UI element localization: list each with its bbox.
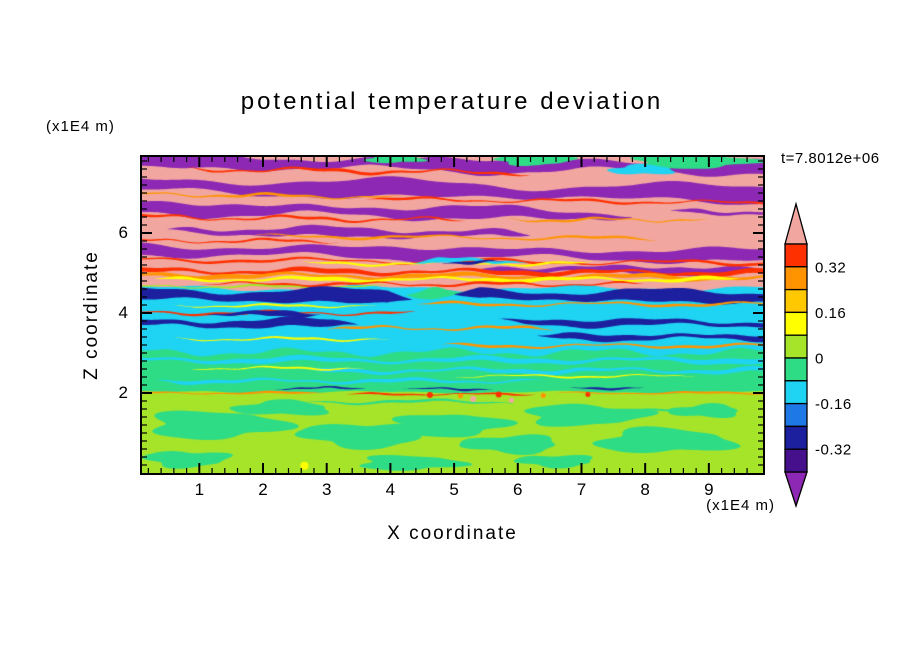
x-tick-label: 8 [640,480,650,499]
time-annotation: t=7.8012e+06 [781,150,880,167]
colorbar-segment [784,288,808,314]
x-axis-title: X coordinate [387,523,518,544]
x-tick-label: 5 [449,480,459,499]
colorbar-segment [784,402,808,428]
y-tick-label: 4 [118,303,128,322]
colorbar-segment [784,311,808,336]
colorbar-segment [784,266,808,291]
contour-plot [142,157,763,473]
colorbar-label: 0 [815,351,824,368]
colorbar-segment [784,357,808,382]
axis-ticks [142,157,763,473]
x-tick-label: 9 [704,480,714,499]
colorbar-segment [784,425,808,450]
colorbar-arrow [784,471,808,509]
y-tick-label: 6 [118,223,128,242]
colorbar-label: 0.32 [815,259,846,276]
x-tick-label: 7 [576,480,587,499]
colorbar-segment [784,380,808,405]
colorbar-arrow [784,201,808,245]
colorbar-label: -0.16 [815,396,852,413]
y-tick-label: 2 [118,383,128,402]
plot-frame [140,155,765,475]
chart-title: potential temperature deviation [240,88,664,115]
x-tick-label: 6 [513,480,523,499]
x-tick-label: 3 [321,480,332,499]
y-axis-unit-label: (x1E4 m) [46,118,115,135]
x-tick-label: 1 [194,480,205,499]
x-axis-unit-label: (x1E4 m) [706,497,775,514]
colorbar-segment [784,334,808,359]
x-tick-label: 2 [258,480,268,499]
colorbar-segment [784,243,808,268]
colorbar-segment [784,448,808,473]
colorbar-label: -0.32 [815,442,852,459]
x-tick-label: 4 [385,480,396,499]
colorbar: 0.32 0.16 0 -0.16 -0.32 [784,201,852,509]
colorbar-label: 0.16 [815,305,846,322]
